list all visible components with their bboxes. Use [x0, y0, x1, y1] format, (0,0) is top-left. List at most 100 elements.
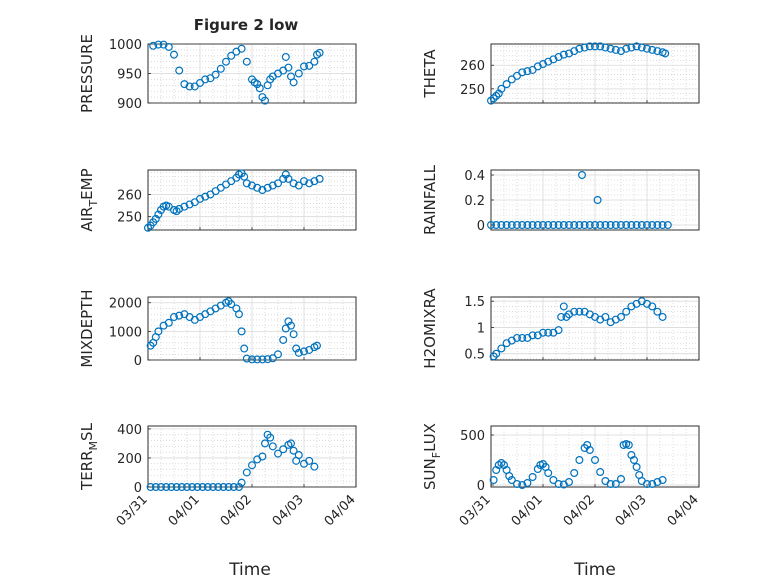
- data-point: [590, 221, 599, 230]
- data-point: [580, 43, 589, 52]
- data-point: [279, 174, 288, 183]
- y-tick-label: 0: [477, 479, 485, 494]
- data-point: [627, 221, 636, 230]
- data-point: [544, 221, 553, 230]
- data-point: [642, 44, 651, 53]
- data-point: [629, 456, 638, 465]
- data-point: [528, 473, 537, 482]
- data-point: [637, 43, 646, 52]
- data-point: [538, 328, 547, 337]
- data-point: [544, 469, 553, 478]
- series-markers: [149, 40, 324, 105]
- data-point: [154, 40, 163, 49]
- y-axis-label: THETA: [421, 49, 439, 99]
- data-point: [512, 221, 521, 230]
- data-point: [544, 328, 553, 337]
- data-point: [151, 214, 160, 223]
- data-point: [497, 84, 506, 93]
- data-point: [596, 221, 605, 230]
- data-point: [585, 221, 594, 230]
- data-point: [237, 327, 246, 336]
- data-point: [227, 300, 236, 309]
- data-point: [144, 223, 153, 232]
- data-point: [214, 483, 223, 492]
- data-point: [201, 75, 210, 84]
- data-point: [632, 463, 641, 472]
- y-axis-label-main: AIR: [78, 207, 96, 232]
- data-point: [305, 456, 314, 465]
- y-axis-label: H2OMIXRA: [421, 288, 439, 369]
- data-point: [538, 221, 547, 230]
- data-point: [289, 330, 298, 339]
- data-point: [216, 64, 225, 73]
- data-point: [616, 475, 625, 484]
- data-point: [616, 221, 625, 230]
- data-point: [606, 221, 615, 230]
- data-point: [661, 49, 670, 58]
- data-point: [487, 221, 496, 230]
- data-point: [570, 469, 579, 478]
- subplot-2: 250 260 THETA: [421, 42, 700, 105]
- data-point: [242, 57, 251, 66]
- data-point: [489, 476, 498, 485]
- series-markers: [487, 171, 672, 230]
- data-point: [606, 480, 615, 489]
- y-axis-label-main: SUN: [421, 458, 439, 490]
- data-point: [253, 183, 262, 192]
- figure-title: Figure 2 low: [194, 16, 299, 34]
- data-point: [637, 221, 646, 230]
- x-axis-label-left: Time: [228, 560, 271, 580]
- data-point: [575, 307, 584, 316]
- data-point: [601, 221, 610, 230]
- data-point: [653, 47, 662, 56]
- data-point: [294, 69, 303, 78]
- y-tick-label: 0.5: [464, 348, 485, 363]
- y-axis-label-main: H2OMIXRA: [421, 288, 439, 369]
- y-tick-label: 260: [460, 59, 485, 74]
- data-point: [507, 221, 516, 230]
- data-point: [268, 354, 277, 363]
- data-point: [170, 313, 179, 322]
- data-point: [528, 331, 537, 340]
- x-tick-label: 04/02: [218, 492, 255, 529]
- y-axis-label-subscript: F: [430, 452, 443, 458]
- data-point: [172, 483, 181, 492]
- y-tick-label: 500: [460, 429, 485, 444]
- data-point: [209, 483, 218, 492]
- data-point: [198, 483, 207, 492]
- data-point: [284, 63, 293, 72]
- data-point: [523, 67, 532, 76]
- y-axis-label-subscript: M: [87, 441, 100, 451]
- data-point: [172, 207, 181, 216]
- series-markers: [489, 297, 667, 361]
- data-point: [580, 221, 589, 230]
- data-point: [240, 344, 249, 353]
- data-point: [601, 312, 610, 321]
- data-point: [300, 347, 309, 356]
- y-tick-label: 1000: [109, 325, 142, 340]
- subplot-7: 0 200 400 03/31 04/01 04/02 04/03 04/04 TERRMSL: [78, 422, 359, 529]
- series-markers: [489, 440, 667, 490]
- y-axis-label-tail: SL: [78, 422, 96, 441]
- data-point: [606, 44, 615, 53]
- data-point: [258, 452, 267, 461]
- data-point: [248, 355, 257, 364]
- data-point: [284, 174, 293, 183]
- data-point: [315, 174, 324, 183]
- data-point: [180, 202, 189, 211]
- y-tick-label: 900: [117, 97, 142, 112]
- data-point: [593, 196, 602, 205]
- y-tick-label: 0: [134, 481, 142, 496]
- data-point: [294, 181, 303, 190]
- data-point: [653, 478, 662, 487]
- y-tick-label: 1000: [109, 38, 142, 53]
- y-axis-label-tail: LUX: [421, 423, 439, 452]
- data-point: [219, 483, 228, 492]
- data-point: [175, 311, 184, 320]
- data-point: [292, 344, 301, 353]
- data-point: [601, 43, 610, 52]
- data-point: [235, 310, 244, 319]
- subplot-4: 0 0.2 0.4 RAINFALL: [421, 164, 700, 235]
